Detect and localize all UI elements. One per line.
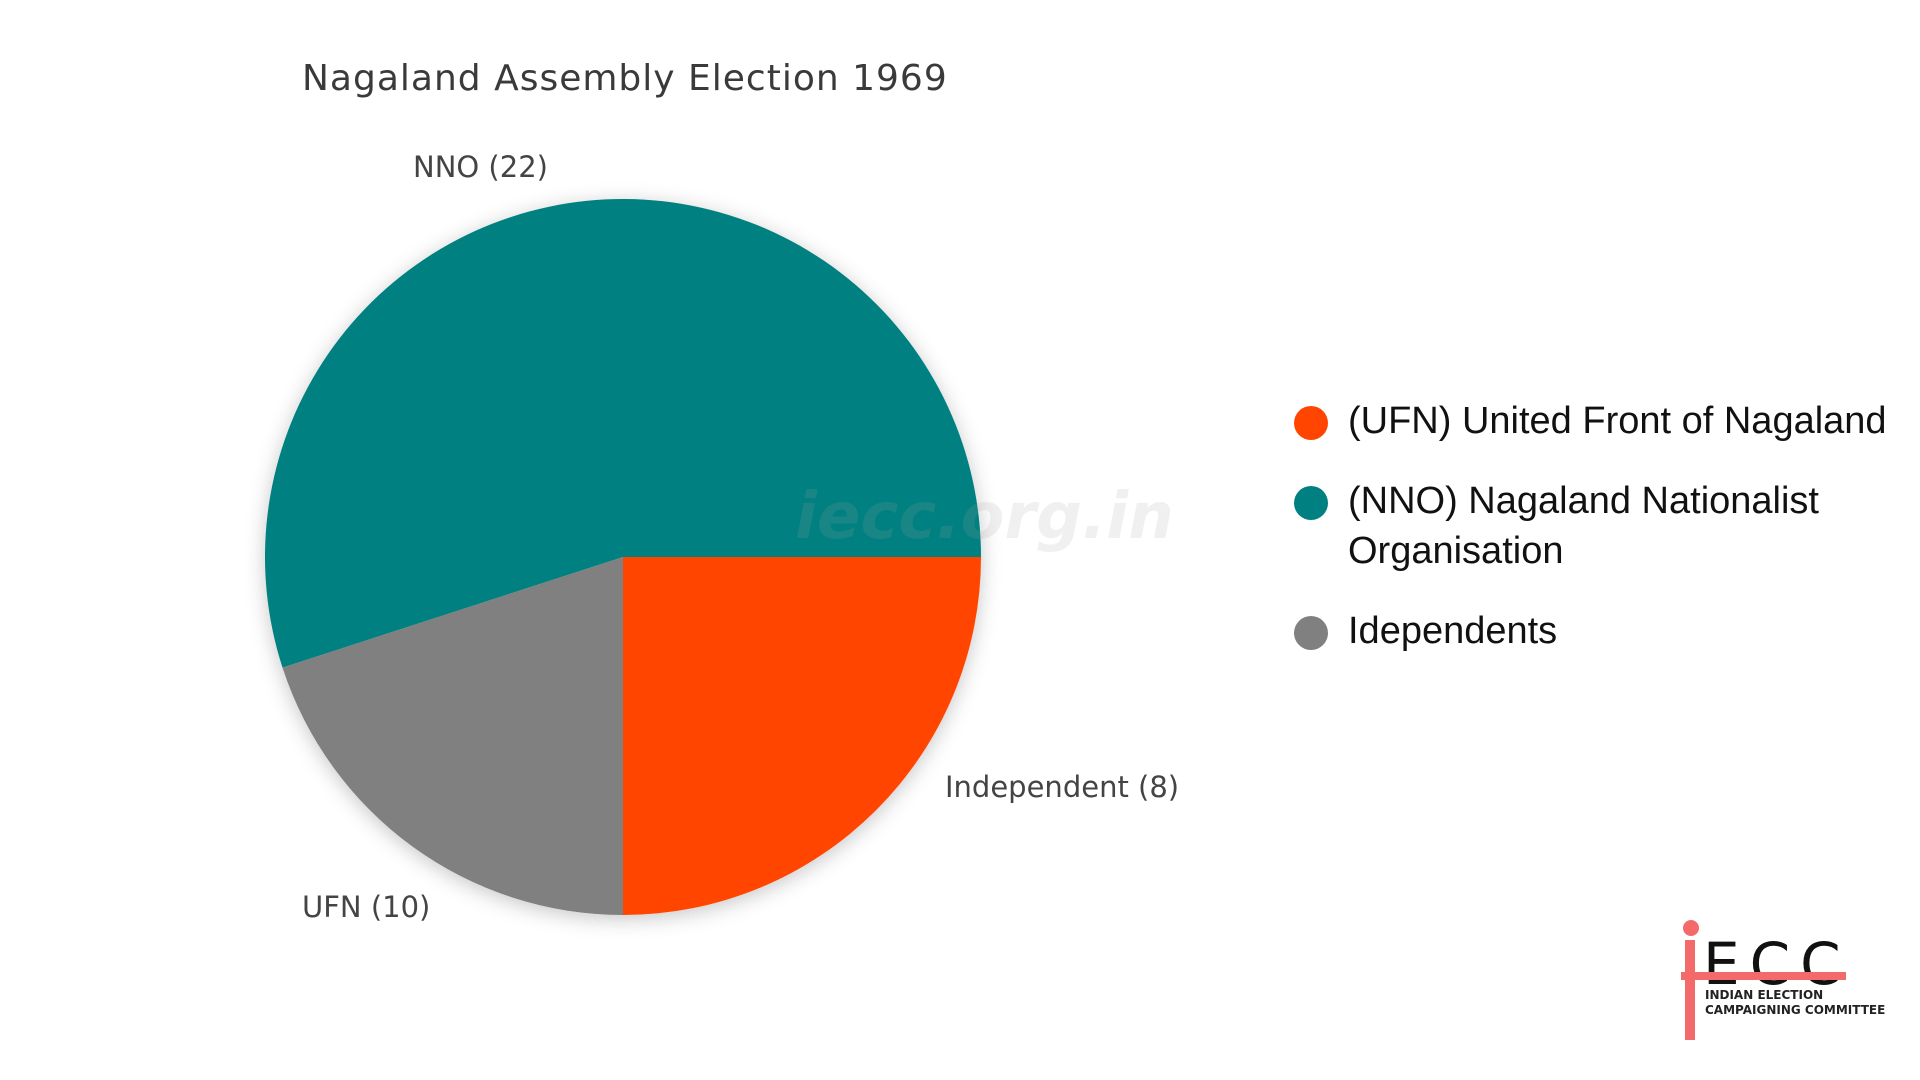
legend-item-ufn: (UFN) United Front of Nagaland	[1292, 396, 1912, 446]
chart-title: Nagaland Assembly Election 1969	[302, 58, 948, 99]
legend-marker	[1294, 616, 1328, 650]
legend-label: (NNO) Nagaland Nationalist Organisation	[1348, 480, 1819, 572]
logo-line-2: CAMPAIGNING COMMITTEE	[1705, 1003, 1886, 1017]
slice-label-independent: Independent (8)	[945, 770, 1179, 804]
legend-label: Idependents	[1348, 610, 1558, 652]
iecc-logo: ECC INDIAN ELECTION CAMPAIGNING COMMITTE…	[1665, 860, 1895, 1070]
slice-label-nno: NNO (22)	[413, 150, 548, 184]
pie-slice-independent	[282, 557, 623, 915]
logo-mark: ECC	[1703, 930, 1851, 998]
legend-item-nno: (NNO) Nagaland Nationalist Organisation	[1292, 476, 1912, 576]
legend: (UFN) United Front of Nagaland (NNO) Nag…	[1292, 396, 1912, 686]
logo-i-dot	[1683, 920, 1699, 936]
logo-underline	[1681, 972, 1846, 980]
legend-marker	[1294, 406, 1328, 440]
pie-slice-nno	[264, 198, 981, 668]
logo-subtitle: INDIAN ELECTION CAMPAIGNING COMMITTEE	[1705, 988, 1895, 1018]
watermark: iecc.org.in	[795, 480, 1174, 554]
legend-label: (UFN) United Front of Nagaland	[1348, 400, 1887, 442]
logo-line-1: INDIAN ELECTION	[1705, 988, 1824, 1002]
legend-marker	[1294, 486, 1328, 520]
legend-item-independents: Idependents	[1292, 606, 1912, 656]
logo-i-stem	[1685, 940, 1695, 1040]
slice-label-ufn: UFN (10)	[302, 890, 430, 924]
pie-slice-ufn	[623, 557, 981, 915]
